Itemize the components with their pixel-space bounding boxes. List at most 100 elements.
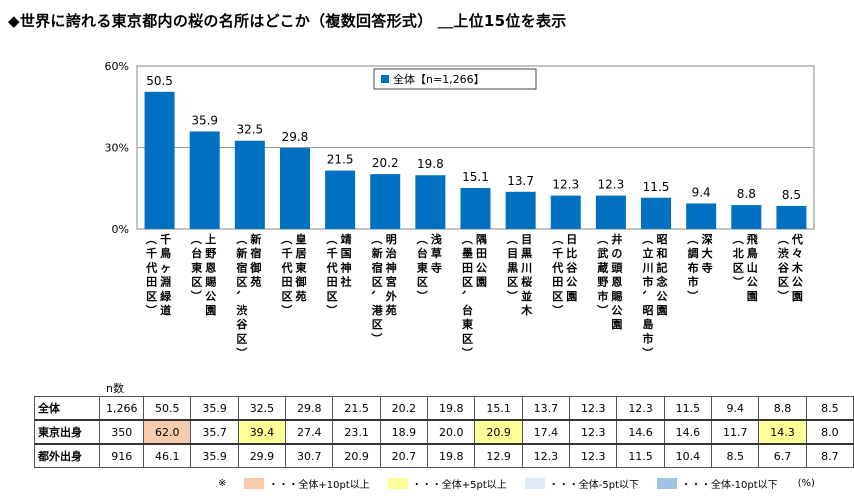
category-char: 市 xyxy=(688,275,699,289)
category-char: 治 xyxy=(386,246,397,260)
category-char: 宮 xyxy=(386,275,397,289)
category-char: ） xyxy=(280,305,293,316)
category-char: ） xyxy=(145,305,158,316)
bar xyxy=(776,205,807,229)
category-char: 区 xyxy=(327,290,338,303)
category-char: （ xyxy=(551,234,564,245)
bar-value-label: 8.8 xyxy=(737,187,756,201)
bar xyxy=(189,131,220,229)
category-char: （ xyxy=(641,234,654,245)
category-char: ） xyxy=(596,305,609,316)
category-char: 鳥 xyxy=(747,246,758,260)
category-char: の xyxy=(611,247,622,260)
category-char: 和 xyxy=(657,246,668,260)
category-char: 宿 xyxy=(250,246,261,260)
bar-value-label: 11.5 xyxy=(643,180,670,194)
bar-value-label: 8.5 xyxy=(782,188,801,202)
category-char: 園 xyxy=(566,290,577,303)
category-char: 園 xyxy=(657,304,668,317)
category-char: 市 xyxy=(643,275,654,289)
value-cell: 12.3 xyxy=(521,443,571,468)
category-char: （ xyxy=(190,234,203,245)
value-cell: 35.7 xyxy=(190,419,239,445)
value-cell: 20.9 xyxy=(332,443,381,468)
category-char: 々 xyxy=(792,247,803,260)
value-cell: 32.5 xyxy=(237,396,287,421)
n-cell: 1,266 xyxy=(99,396,145,421)
category-char: 賜 xyxy=(610,290,622,303)
value-cell: 11.5 xyxy=(616,443,665,468)
value-cell: 19.8 xyxy=(427,443,476,468)
category-char: 恩 xyxy=(611,276,622,289)
category-char: 黒 xyxy=(521,247,532,260)
category-char: 神 xyxy=(386,260,397,274)
note-label: ・・・全体+10pt以上 xyxy=(268,480,370,491)
data-table: 全体 1,266 50.5 35.9 32.5 29.8 21.5 20.2 19.8 15.1 1… xyxy=(33,396,854,468)
category-char: 頭 xyxy=(611,261,623,274)
note-swatch xyxy=(524,478,545,489)
value-cell: 20.2 xyxy=(379,396,429,421)
row-label: 東京出身 xyxy=(33,419,101,445)
value-cell: 17.4 xyxy=(521,419,571,445)
value-cell: 35.9 xyxy=(190,396,239,421)
category-char: 代 xyxy=(280,260,292,274)
category-char: （ xyxy=(370,234,383,245)
category-char: 居 xyxy=(295,247,306,260)
category-char: ） xyxy=(461,347,474,358)
bar-value-label: 29.8 xyxy=(282,130,309,144)
category-char: ヶ xyxy=(160,261,171,274)
category-char: 墨 xyxy=(462,247,473,260)
value-cell: 29.9 xyxy=(237,443,287,468)
bar-chart: 50.5 35.9 32.5 29.8 21.5 20.2 19.8 15.1 13.7 12.3… xyxy=(105,60,815,395)
category-char: 比 xyxy=(566,246,577,260)
value-cell: 62.0 xyxy=(143,419,192,445)
category-char: 明 xyxy=(386,233,397,246)
category-char: ） xyxy=(551,305,564,316)
category-char: 寺 xyxy=(702,260,713,274)
bar xyxy=(370,174,401,229)
y-tick-label: 60% xyxy=(105,60,129,73)
row-label: 全体 xyxy=(33,396,101,421)
category-char: 区 xyxy=(462,276,473,289)
category-char: 代 xyxy=(791,232,803,246)
value-cell: 12.3 xyxy=(569,396,618,421)
category-char: 区 xyxy=(552,290,563,303)
category-char: 念 xyxy=(656,275,669,289)
category-char: 区 xyxy=(236,332,247,345)
category-char: 宿 xyxy=(372,260,383,274)
category-char: 園 xyxy=(747,290,758,303)
value-cell: 46.1 xyxy=(143,443,192,468)
category-char: ） xyxy=(325,305,338,316)
category-char: 苑 xyxy=(249,275,261,289)
category-char: 淵 xyxy=(160,275,171,289)
category-char: 代 xyxy=(145,260,157,274)
value-cell: 35.9 xyxy=(190,443,239,468)
category-char: 上 xyxy=(205,232,216,246)
category-label: 浅草寺 （台東区） xyxy=(415,232,442,301)
category-char: 新 xyxy=(236,246,247,260)
category-char: 公 xyxy=(611,304,622,317)
category-char: 千 xyxy=(160,232,171,246)
category-char: 恩 xyxy=(205,261,216,274)
legend-swatch xyxy=(381,75,389,83)
note-swatch xyxy=(244,478,265,489)
category-char: 千 xyxy=(327,246,338,260)
category-char: 区 xyxy=(462,332,473,345)
category-char: 区 xyxy=(417,276,428,289)
category-char: 谷 xyxy=(566,260,578,274)
category-char: 区 xyxy=(372,276,383,289)
category-char: 深 xyxy=(702,232,713,246)
category-char: 布 xyxy=(688,260,699,274)
category-char: 川 xyxy=(520,261,532,274)
category-char: 千 xyxy=(552,246,563,260)
value-cell: 20.0 xyxy=(427,419,476,445)
bar xyxy=(279,148,310,229)
category-char: 谷 xyxy=(236,317,248,331)
value-cell: 27.4 xyxy=(285,419,334,445)
value-cell: 12.3 xyxy=(569,443,618,468)
